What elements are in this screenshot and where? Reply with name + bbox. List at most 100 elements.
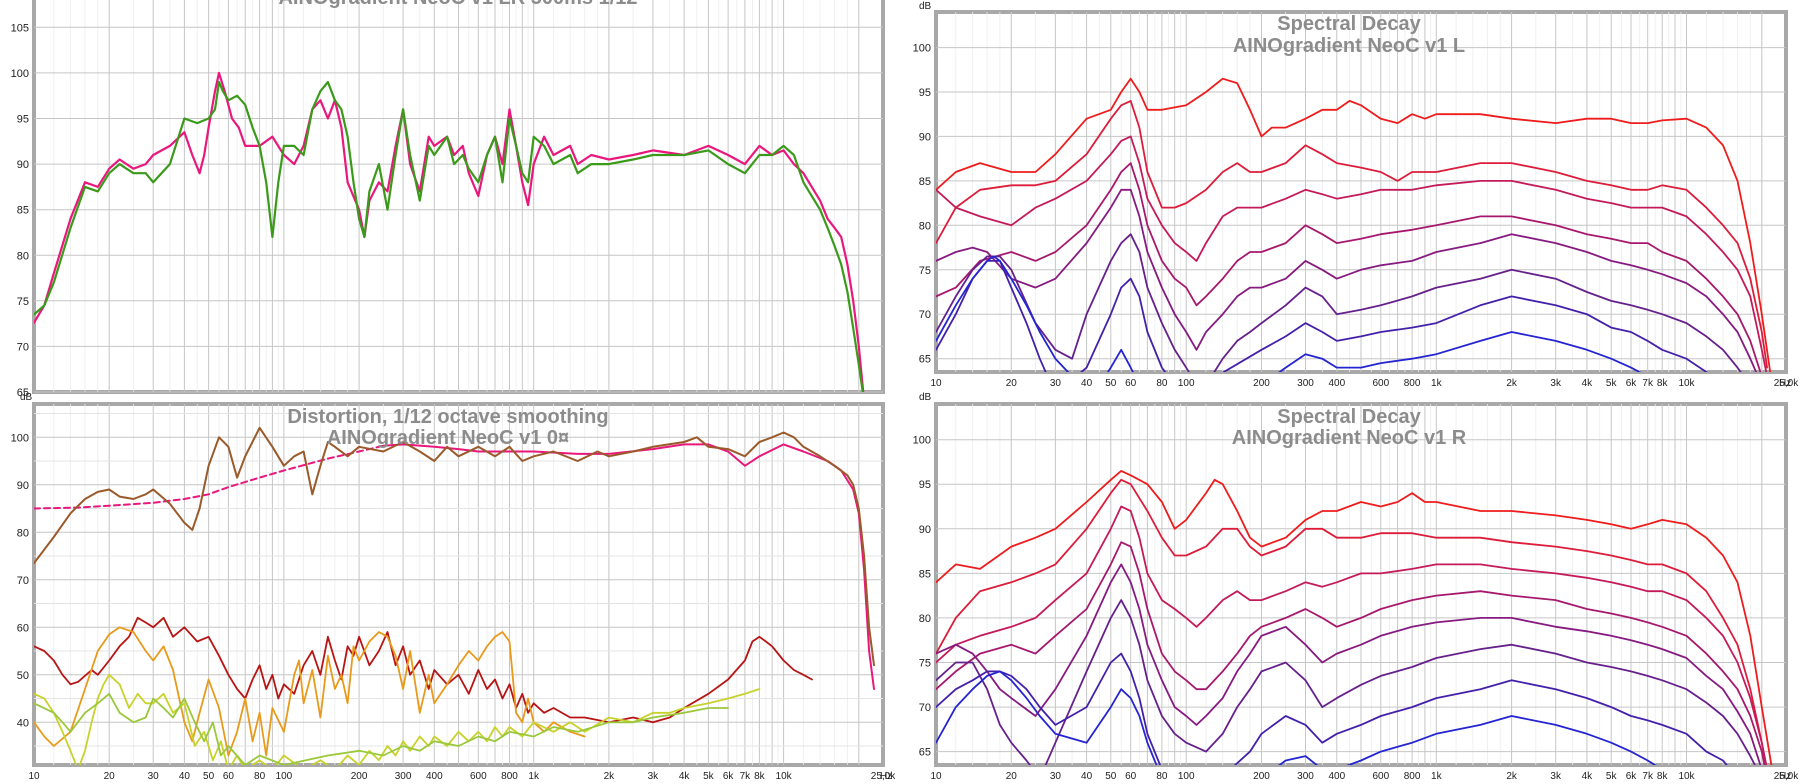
x-tick-label: 200 xyxy=(1253,378,1270,389)
y-tick-label: 85 xyxy=(17,205,29,217)
plot-grid xyxy=(936,12,1786,372)
x-tick-label: 1k xyxy=(1431,378,1443,389)
x-tick-label: 800 xyxy=(1404,771,1421,782)
y-tick-label: 75 xyxy=(919,265,931,277)
x-tick-label: 200 xyxy=(1253,771,1270,782)
series-line xyxy=(936,255,1642,372)
x-tick-label: 60 xyxy=(1125,378,1137,389)
series-line xyxy=(936,599,1756,765)
x-tick-label: 2k xyxy=(604,771,616,782)
y-tick-labels: 105 100 95 90 85 80 75 70 65 xyxy=(11,22,29,399)
y-tick-label: 90 xyxy=(919,524,931,536)
x-tick-label: 1k xyxy=(528,771,540,782)
y-tick-label: 65 xyxy=(919,747,931,759)
chart-title: AINOgradient NeoC v1 LR 500ms 1/12 xyxy=(278,0,637,9)
series-line xyxy=(936,541,1766,765)
x-tick-label: 20 xyxy=(1006,378,1018,389)
x-tick-label: 8k xyxy=(1657,771,1669,782)
y-tick-label: 70 xyxy=(17,575,29,587)
x-tick-label: 200 xyxy=(351,771,368,782)
chart-title: Spectral Decay xyxy=(1277,406,1421,428)
x-tick-label: 10k xyxy=(776,771,793,782)
x-tick-label: 400 xyxy=(1328,771,1345,782)
x-tick-label: 40 xyxy=(1081,771,1093,782)
x-tick-label: 30 xyxy=(148,771,160,782)
x-tick-label: 10 xyxy=(930,378,942,389)
chart-title: Spectral Decay xyxy=(1277,13,1421,35)
y-tick-label: 80 xyxy=(919,613,931,625)
series-line xyxy=(936,505,1768,765)
x-tick-label: 4k xyxy=(1582,378,1594,389)
x-tick-label: 6k xyxy=(1626,378,1638,389)
spectral-decay-right-panel: 100 95 90 85 80 75 70 65 10 20 30 40 50 60 80 100 200 30… xyxy=(913,392,1800,782)
distortion-panel: 100 90 80 70 60 50 40 10 20 30 40 50 60 80 100 200 300 4… xyxy=(11,392,897,782)
x-tick-label: 600 xyxy=(1372,771,1389,782)
y-tick-label: 90 xyxy=(17,159,29,171)
y-tick-label: 105 xyxy=(11,22,29,34)
x-tick-label: 7k xyxy=(740,771,752,782)
x-tick-label: 100 xyxy=(1178,378,1195,389)
x-tick-labels: 10 20 30 40 50 60 80 100 200 300 400 600 800 1k 2k 3k 4k… xyxy=(930,378,1799,389)
series-line xyxy=(936,162,1762,372)
y-tick-label: 85 xyxy=(919,568,931,580)
y-tick-label: 65 xyxy=(17,387,29,399)
x-tick-label: 80 xyxy=(254,771,266,782)
plot-series xyxy=(34,71,865,392)
plot-series xyxy=(936,77,1772,372)
spectral-decay-left-panel: 100 95 90 85 80 75 70 65 10 20 30 40 50 60 80 100 200 30… xyxy=(913,1,1800,389)
y-tick-label: 85 xyxy=(919,176,931,188)
y-unit-label: dB xyxy=(919,1,932,12)
x-tick-label: 40 xyxy=(1081,378,1093,389)
series-line xyxy=(34,71,865,392)
y-tick-label: 90 xyxy=(919,131,931,143)
x-tick-label: 50 xyxy=(1105,771,1117,782)
y-tick-label: 70 xyxy=(919,702,931,714)
plot-series xyxy=(34,426,875,765)
x-tick-label: 100 xyxy=(276,771,293,782)
series-line xyxy=(936,100,1768,369)
x-tick-label: 2k xyxy=(1506,378,1518,389)
plot-series xyxy=(936,470,1773,765)
x-tick-label: 7k xyxy=(1642,771,1654,782)
x-tick-label: 80 xyxy=(1156,771,1168,782)
x-tick-label: 30 xyxy=(1050,771,1062,782)
x-tick-label: 25,0k xyxy=(1774,771,1799,782)
x-tick-label: 300 xyxy=(395,771,412,782)
y-tick-label: 95 xyxy=(17,114,29,126)
y-tick-label: 90 xyxy=(17,480,29,492)
series-line xyxy=(936,233,1742,372)
y-tick-label: 95 xyxy=(919,87,931,99)
x-tick-labels: 10 20 30 40 50 60 80 100 200 300 400 600 800 1k 2k 3k 4k… xyxy=(28,771,896,782)
y-tick-label: 75 xyxy=(17,296,29,308)
x-tick-label: 800 xyxy=(501,771,518,782)
y-tick-labels: 100 95 90 85 80 75 70 65 xyxy=(913,43,931,366)
x-tick-label: 300 xyxy=(1297,378,1314,389)
x-unit-label: Hz xyxy=(1779,771,1791,782)
chart-title: Distortion, 1/12 octave smoothing xyxy=(287,406,608,428)
series-line xyxy=(936,670,1657,765)
x-tick-label: 8k xyxy=(754,771,766,782)
x-tick-label: 3k xyxy=(1550,378,1562,389)
y-unit-label: dB xyxy=(20,392,33,403)
y-tick-label: 70 xyxy=(919,309,931,321)
x-tick-label: 3k xyxy=(648,771,660,782)
x-tick-label: 50 xyxy=(203,771,215,782)
x-tick-label: 6k xyxy=(723,771,735,782)
x-tick-label: 5k xyxy=(1606,771,1618,782)
x-tick-label: 20 xyxy=(104,771,116,782)
y-tick-label: 60 xyxy=(17,622,29,634)
series-line xyxy=(936,77,1772,372)
plot-grid xyxy=(936,404,1786,765)
series-line xyxy=(34,616,813,724)
series-line xyxy=(34,444,385,510)
y-tick-label: 70 xyxy=(17,341,29,353)
x-tick-label: 600 xyxy=(1372,378,1389,389)
y-tick-label: 100 xyxy=(913,435,931,447)
x-tick-label: 600 xyxy=(470,771,487,782)
x-tick-label: 10 xyxy=(28,771,40,782)
x-tick-label: 4k xyxy=(1582,771,1594,782)
y-tick-label: 50 xyxy=(17,670,29,682)
y-tick-label: 100 xyxy=(913,43,931,55)
plot-grid xyxy=(34,404,883,765)
series-line xyxy=(936,188,1758,372)
